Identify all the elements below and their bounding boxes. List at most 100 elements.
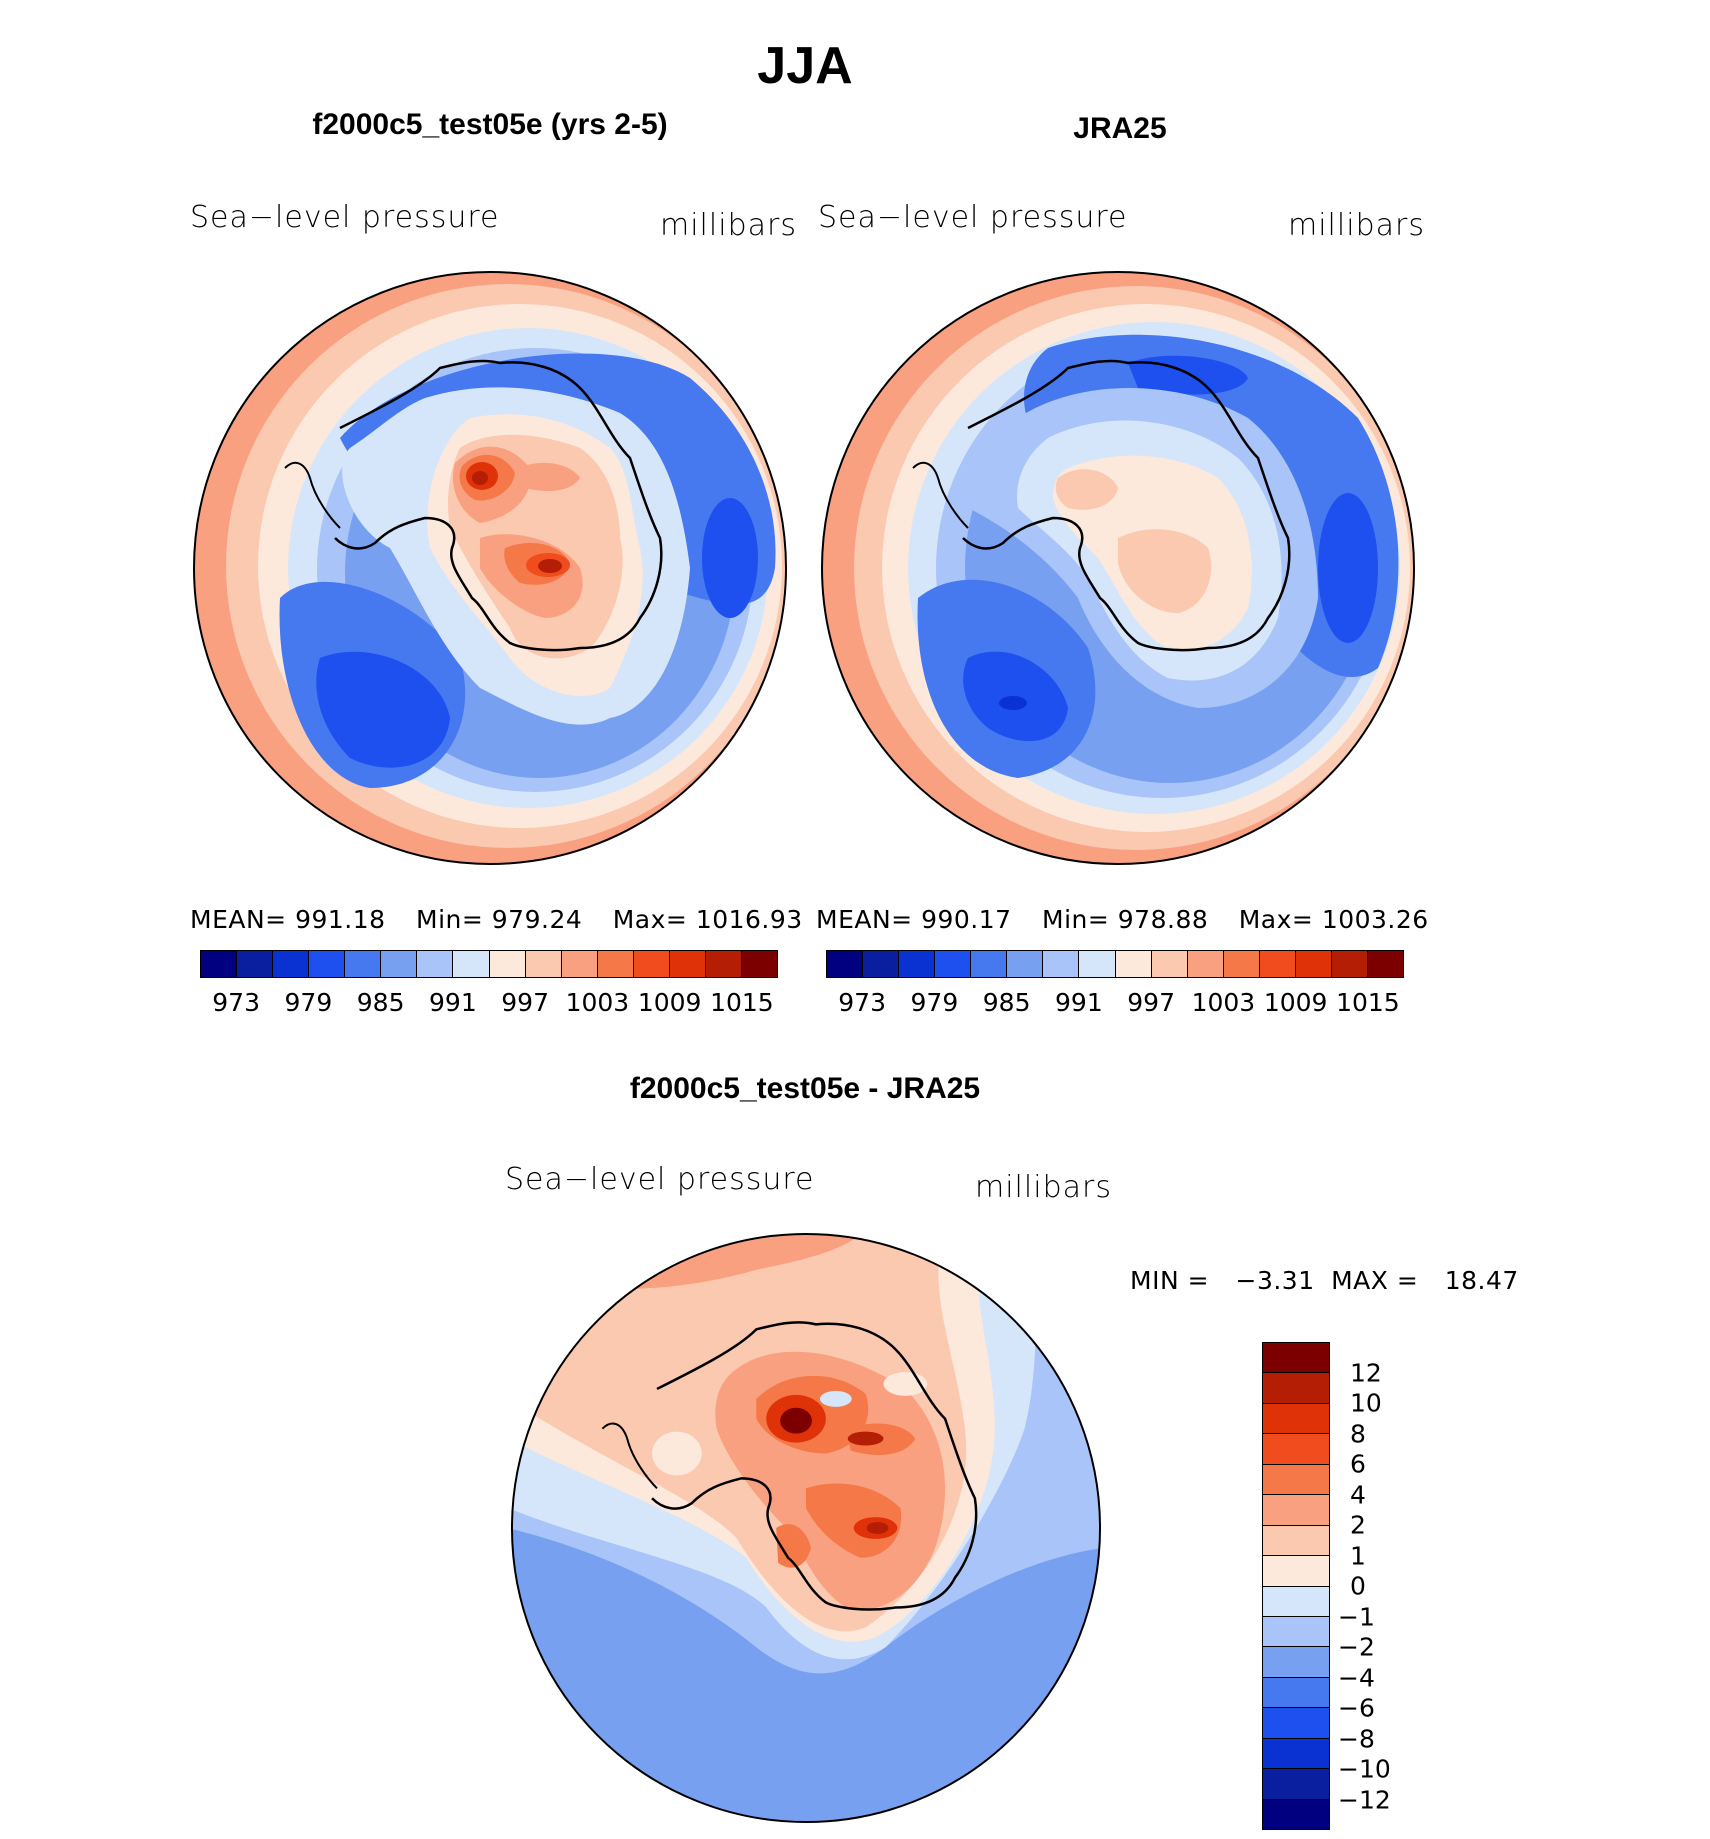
colorbar-tick-label: 997 (1127, 988, 1175, 1017)
panel3-min-value: −3.31 (1235, 1266, 1315, 1295)
colorbar-tick-label: 997 (501, 988, 549, 1017)
colorbar-swatch (1263, 1647, 1329, 1678)
panel3-stats: MIN = −3.31 MAX = 18.47 (1130, 1266, 1519, 1295)
colorbar-tick-label: −8 (1338, 1724, 1375, 1753)
panel2-stats: MEAN= 990.17 Min= 978.88 Max= 1003.26 (816, 905, 1429, 934)
colorbar-swatch (935, 951, 972, 977)
panel3-colorbar-ticks: 12 10 8 6 4 2 1 0 −1 −2 −4 −6 −8 −10 −12 (1338, 1342, 1416, 1830)
colorbar-tick-label: −12 (1338, 1785, 1391, 1814)
colorbar-swatch (1263, 1708, 1329, 1739)
colorbar-tick-label: 1015 (710, 988, 774, 1017)
panel2-min-label: Min= (1042, 905, 1110, 934)
colorbar-tick-label: 1003 (565, 988, 630, 1017)
panel1-max-label: Max= (612, 905, 688, 934)
colorbar-tick-label: 973 (838, 988, 886, 1017)
panel2-map (821, 271, 1415, 865)
panel3-title: f2000c5_test05e - JRA25 (629, 1072, 981, 1105)
colorbar-swatch (1263, 1677, 1329, 1709)
colorbar-swatch (1263, 1525, 1329, 1557)
colorbar-swatch (525, 951, 562, 977)
panel1-right-label: millibars (660, 208, 797, 243)
panel2-max-value: 1003.26 (1321, 905, 1429, 934)
panel2-max-label: Max= (1238, 905, 1314, 934)
colorbar-swatch (1115, 951, 1152, 977)
colorbar-swatch (669, 951, 706, 977)
colorbar-swatch (201, 951, 238, 977)
colorbar-swatch (273, 951, 310, 977)
colorbar-swatch (1263, 1738, 1329, 1770)
colorbar-tick-label: −10 (1338, 1754, 1391, 1784)
colorbar-swatch (1367, 951, 1403, 977)
colorbar-swatch (1263, 1616, 1329, 1648)
colorbar-tick-label: 1 (1350, 1541, 1366, 1570)
panel2-mean-value: 990.17 (921, 905, 1012, 934)
colorbar-swatch (1263, 1373, 1329, 1404)
panel1-colorbar-ticks: 973 979 985 991 997 1003 1009 1015 (200, 988, 778, 1020)
colorbar-swatch (1263, 1403, 1329, 1435)
panel2-mean-label: MEAN= (816, 905, 913, 934)
panel1-min-label: Min= (416, 905, 484, 934)
colorbar-tick-label: 991 (1055, 988, 1103, 1017)
panel1-min-value: 979.24 (491, 905, 583, 934)
panel2-title: JRA25 (1073, 112, 1167, 145)
colorbar-swatch (863, 951, 900, 977)
colorbar-swatch (1263, 1556, 1329, 1587)
colorbar-swatch (1079, 951, 1116, 977)
colorbar-tick-label: 8 (1350, 1419, 1366, 1448)
colorbar-swatch (1263, 1343, 1329, 1374)
colorbar-swatch (1043, 951, 1080, 977)
panel3-right-label: millibars (975, 1170, 1112, 1205)
colorbar-tick-label: 1003 (1191, 988, 1256, 1017)
colorbar-swatch (1263, 1586, 1329, 1617)
panel1-mean-value: 991.18 (295, 905, 386, 934)
panel1-stats: MEAN= 991.18 Min= 979.24 Max= 1016.93 (190, 905, 803, 934)
colorbar-swatch (1263, 1495, 1329, 1526)
colorbar-tick-label: −4 (1338, 1663, 1375, 1692)
colorbar-swatch (1331, 951, 1368, 977)
colorbar-swatch (705, 951, 742, 977)
colorbar-tick-label: 10 (1350, 1388, 1382, 1418)
panel3-map (510, 1232, 1102, 1824)
colorbar-tick-label: 1009 (1263, 988, 1328, 1017)
colorbar-swatch (633, 951, 670, 977)
colorbar-tick-label: 973 (212, 988, 260, 1017)
colorbar-swatch (381, 951, 418, 977)
colorbar-swatch (1263, 1434, 1329, 1465)
colorbar-swatch (417, 951, 454, 977)
colorbar-swatch (1259, 951, 1296, 977)
panel3-max-label: MAX = (1331, 1266, 1419, 1295)
colorbar-swatch (1007, 951, 1044, 977)
panel2-right-label: millibars (1288, 208, 1425, 243)
colorbar-tick-label: −6 (1338, 1693, 1375, 1723)
panel3-colorbar (1262, 1342, 1330, 1830)
colorbar-swatch (237, 951, 274, 977)
colorbar-swatch (1263, 1769, 1329, 1800)
panel1-map (193, 271, 787, 865)
colorbar-tick-label: 985 (982, 988, 1031, 1017)
colorbar-swatch (597, 951, 634, 977)
colorbar-swatch (899, 951, 936, 977)
panel1-title: f2000c5_test05e (yrs 2-5) (312, 108, 668, 141)
colorbar-tick-label: 12 (1350, 1358, 1382, 1387)
panel2-colorbar-ticks: 973 979 985 991 997 1003 1009 1015 (826, 988, 1404, 1020)
colorbar-swatch (561, 951, 598, 977)
colorbar-swatch (345, 951, 382, 977)
colorbar-swatch (1187, 951, 1224, 977)
colorbar-swatch (1151, 951, 1188, 977)
panel3-min-label: MIN = (1130, 1266, 1210, 1295)
colorbar-tick-label: 2 (1350, 1510, 1366, 1540)
colorbar-tick-label: 4 (1350, 1480, 1366, 1509)
colorbar-swatch (1223, 951, 1260, 977)
colorbar-swatch (309, 951, 346, 977)
colorbar-tick-label: −1 (1338, 1602, 1375, 1631)
colorbar-tick-label: 979 (910, 988, 959, 1017)
colorbar-tick-label: 1015 (1336, 988, 1400, 1017)
colorbar-tick-label: 991 (429, 988, 477, 1017)
colorbar-swatch (971, 951, 1008, 977)
panel1-left-label: Sea−level pressure (190, 200, 500, 235)
colorbar-tick-label: 0 (1350, 1571, 1366, 1601)
colorbar-swatch (453, 951, 490, 977)
colorbar-swatch (1263, 1799, 1329, 1829)
panel2-min-value: 978.88 (1117, 905, 1209, 934)
colorbar-tick-label: 6 (1350, 1449, 1366, 1479)
